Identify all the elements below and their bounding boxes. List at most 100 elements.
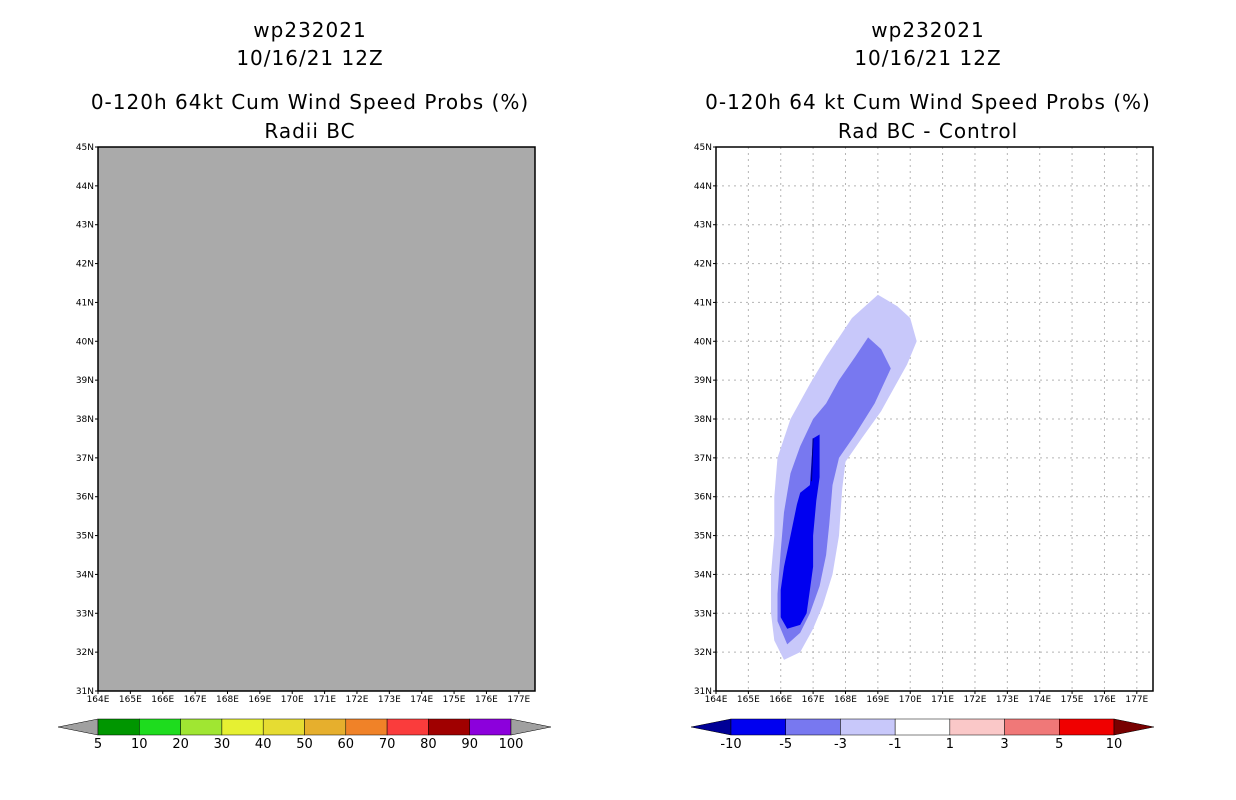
x-tick-label: 172E (964, 695, 987, 705)
colorbar-segment (221, 718, 264, 736)
right-chart-title: 0-120h 64 kt Cum Wind Speed Probs (%) (705, 90, 1151, 114)
right-difference-map: 31N 32N 33N 34N 35N 36N 37N 38N 39N 40N 41N 42N 43N 4… (690, 143, 1155, 752)
colorbar-label: 5 (1055, 737, 1063, 752)
x-tick-label: 169E (866, 695, 889, 705)
colorbar-end-triangle (510, 718, 552, 736)
colorbar-label: -5 (779, 737, 792, 752)
y-tick-label: 37N (76, 454, 94, 464)
colorbar-label: -1 (889, 737, 902, 752)
y-tick-label: 31N (76, 687, 94, 697)
colorbar-label: 5 (94, 737, 102, 752)
y-tick-label: 34N (694, 570, 712, 580)
colorbar-segment (180, 718, 223, 736)
y-tick-label: 40N (76, 337, 94, 347)
colorbar-segment (386, 718, 429, 736)
left-chart-title: 0-120h 64kt Cum Wind Speed Probs (%) (90, 90, 530, 114)
colorbar-segment (139, 718, 181, 736)
x-tick-label: 170E (899, 695, 922, 705)
y-tick-label: 35N (694, 532, 712, 542)
colorbar-label: -10 (720, 737, 741, 752)
y-tick-label: 37N (694, 454, 712, 464)
x-tick-label: 171E (931, 695, 954, 705)
y-tick-label: 39N (694, 376, 712, 386)
x-tick-label: 174E (1028, 695, 1051, 705)
colorbar-start-triangle (57, 718, 99, 736)
x-tick-label: 176E (1093, 695, 1116, 705)
colorbar-segment (469, 718, 512, 736)
x-tick-label: 168E (216, 695, 239, 705)
y-tick-label: 33N (694, 609, 712, 619)
x-tick-label: 177E (507, 695, 530, 705)
colorbar-label: 3 (1000, 737, 1008, 752)
y-tick-label: 35N (76, 532, 94, 542)
x-tick-label: 169E (248, 695, 271, 705)
x-tick-label: 164E (87, 695, 110, 705)
colorbar-label: 20 (172, 737, 189, 752)
y-tick-label: 43N (76, 221, 94, 231)
colorbar-segment (1004, 718, 1060, 736)
colorbar-segment (345, 718, 388, 736)
colorbar-segment (304, 718, 347, 736)
colorbar-segment (894, 718, 951, 736)
core-track-mark (810, 438, 814, 482)
x-tick-label: 175E (443, 695, 466, 705)
x-tick-label: 177E (1125, 695, 1148, 705)
colorbar-label: 30 (214, 737, 231, 752)
y-tick-label: 42N (694, 260, 712, 270)
colorbar-segment (262, 718, 305, 736)
x-tick-label: 173E (996, 695, 1019, 705)
colorbar-label: 70 (379, 737, 396, 752)
right-chart-subtitle: Rad BC - Control (837, 119, 1019, 143)
colorbar-label: 80 (420, 737, 437, 752)
y-tick-label: 36N (694, 493, 712, 503)
left-probability-map: 31N 32N 33N 34N 35N 36N 37N 38N 39N 40N 41N 42N 43N 4… (57, 143, 552, 752)
colorbar-segment (1059, 718, 1115, 736)
x-tick-label: 176E (475, 695, 498, 705)
colorbar-label: 100 (499, 737, 524, 752)
colorbar-label: 40 (255, 737, 272, 752)
colorbar-segment (785, 718, 841, 736)
x-tick-label: 175E (1061, 695, 1084, 705)
colorbar-label: 10 (131, 737, 148, 752)
x-tick-label: 165E (119, 695, 142, 705)
y-tick-label: 32N (76, 648, 94, 658)
left-date: 10/16/21 12Z (236, 46, 384, 70)
y-tick-label: 42N (76, 260, 94, 270)
x-tick-label: 171E (313, 695, 336, 705)
plot-area (98, 147, 535, 691)
y-tick-label: 41N (76, 298, 94, 308)
x-tick-label: 168E (834, 695, 857, 705)
y-tick-label: 41N (694, 298, 712, 308)
y-tick-label: 32N (694, 648, 712, 658)
colorbar-label: 1 (946, 737, 954, 752)
y-tick-label: 31N (694, 687, 712, 697)
y-tick-label: 38N (76, 415, 94, 425)
x-tick-label: 166E (151, 695, 174, 705)
left-chart-subtitle: Radii BC (264, 119, 356, 143)
x-tick-label: 165E (737, 695, 760, 705)
colorbar-label: -3 (834, 737, 847, 752)
colorbar-label: 90 (461, 737, 478, 752)
colorbar-label: 50 (296, 737, 313, 752)
x-tick-label: 173E (378, 695, 401, 705)
left-storm-id: wp232021 (253, 18, 367, 42)
y-tick-label: 45N (694, 143, 712, 153)
x-tick-label: 170E (281, 695, 304, 705)
x-tick-label: 174E (410, 695, 433, 705)
y-tick-label: 44N (76, 182, 94, 192)
x-tick-label: 166E (769, 695, 792, 705)
colorbar-end-triangle (1113, 718, 1155, 736)
x-tick-label: 167E (184, 695, 207, 705)
x-tick-label: 172E (346, 695, 369, 705)
colorbar-label: 10 (1106, 737, 1123, 752)
colorbar-segment (97, 718, 140, 736)
x-tick-label: 167E (802, 695, 825, 705)
colorbar-segment (428, 718, 470, 736)
colorbar-segment (730, 718, 786, 736)
colorbar-segment (840, 718, 896, 736)
y-tick-label: 36N (76, 493, 94, 503)
colorbar-label: 60 (338, 737, 355, 752)
y-tick-label: 44N (694, 182, 712, 192)
y-tick-label: 45N (76, 143, 94, 153)
y-tick-label: 40N (694, 337, 712, 347)
